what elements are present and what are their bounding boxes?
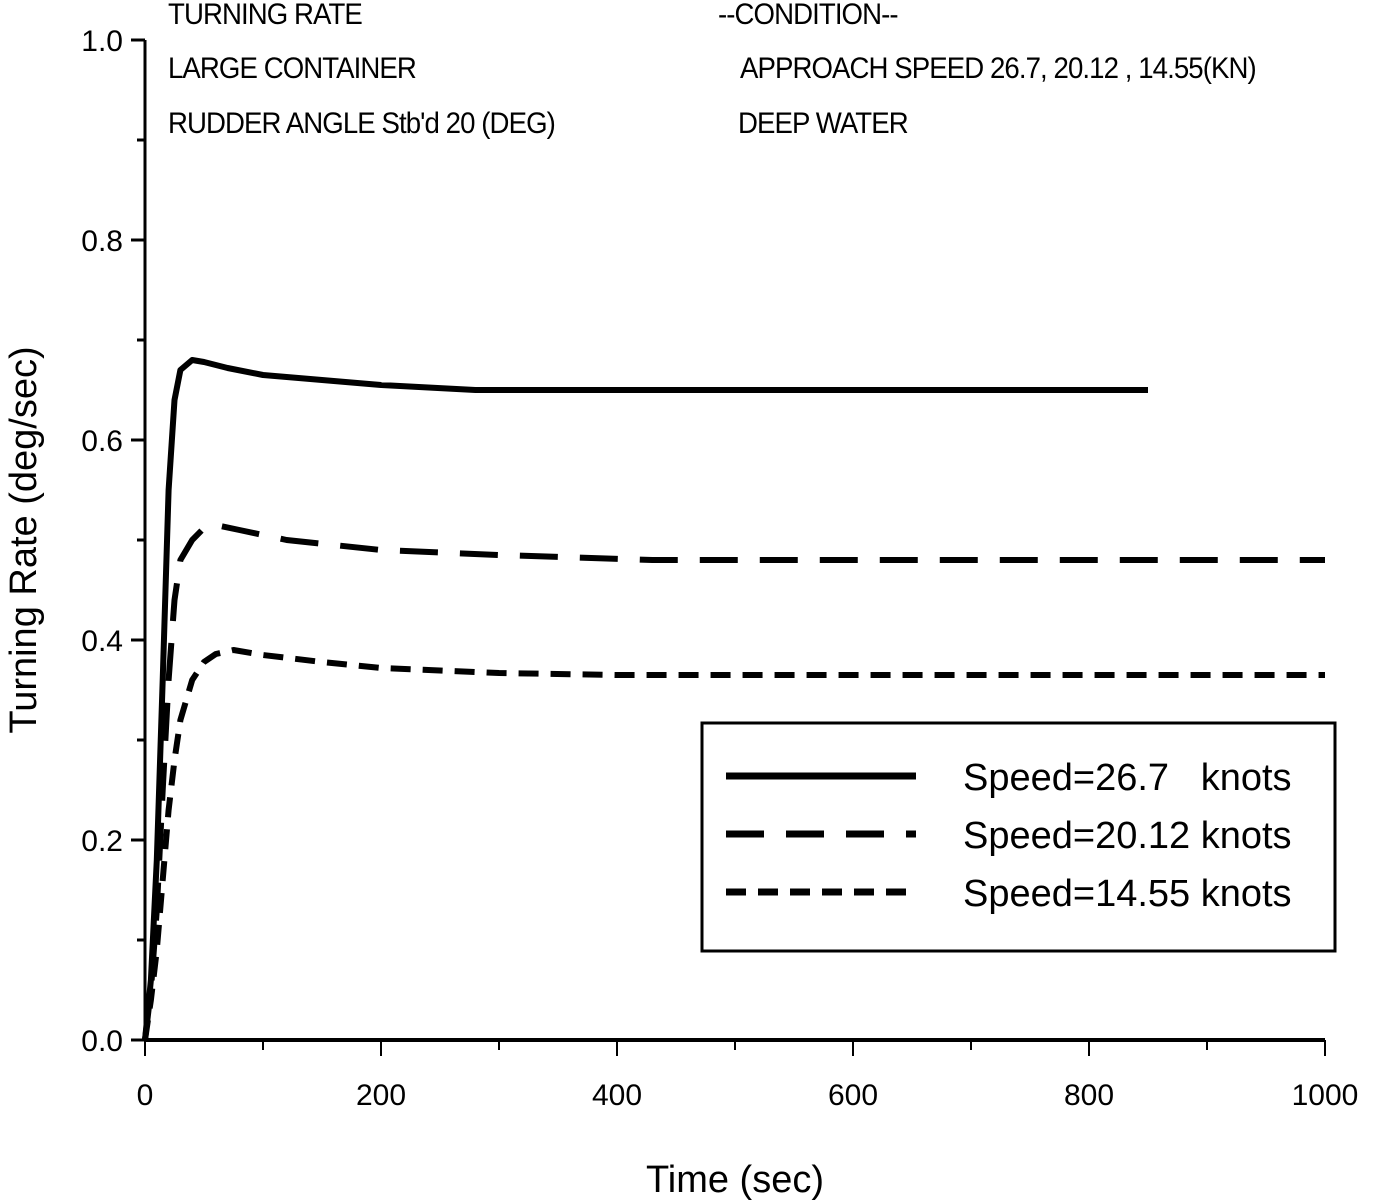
y-tick-label: 0.0	[81, 1025, 123, 1058]
legend-label: Speed=14.55 knots	[963, 873, 1292, 915]
y-tick-label: 1.0	[81, 25, 123, 58]
y-tick-label: 0.6	[81, 425, 123, 458]
x-tick-label: 600	[828, 1079, 878, 1112]
plot-axes: 0.0 0.2 0.4 0.6 0.8 1.0 0 200 400 600 800 1000	[81, 25, 1358, 1112]
water-depth-label: DEEP WATER	[738, 107, 909, 140]
y-tick-label: 0.4	[81, 625, 123, 658]
rudder-angle-label: RUDDER ANGLE Stb'd 20 (DEG)	[168, 107, 556, 140]
y-axis-title: Turning Rate (deg/sec)	[3, 346, 45, 733]
x-axis-title: Time (sec)	[646, 1159, 824, 1201]
series-speed-14-55	[142, 647, 1325, 1041]
ship-type-label: LARGE CONTAINER	[168, 52, 417, 85]
x-tick-label: 400	[592, 1079, 642, 1112]
series-speed-26-7	[142, 357, 1148, 1041]
x-tick-label: 800	[1064, 1079, 1114, 1112]
x-tick-label: 200	[356, 1079, 406, 1112]
x-ticks: 0 200 400 600 800 1000	[137, 1040, 1359, 1112]
chart-title: TURNING RATE	[168, 0, 363, 31]
legend: Speed=26.7 knots Speed=20.12 knots Speed=1…	[700, 721, 1337, 953]
series-lines	[142, 357, 1325, 1041]
legend-label: Speed=20.12 knots	[963, 815, 1292, 857]
y-ticks: 0.0 0.2 0.4 0.6 0.8 1.0	[81, 25, 145, 1058]
condition-heading: --CONDITION--	[718, 0, 899, 31]
x-tick-label: 0	[137, 1079, 154, 1112]
y-tick-label: 0.8	[81, 225, 123, 258]
legend-label: Speed=26.7 knots	[963, 757, 1292, 799]
x-tick-label: 1000	[1292, 1079, 1359, 1112]
approach-speed-label: APPROACH SPEED 26.7, 20.12 , 14.55(KN)	[740, 52, 1257, 85]
y-tick-label: 0.2	[81, 825, 123, 858]
